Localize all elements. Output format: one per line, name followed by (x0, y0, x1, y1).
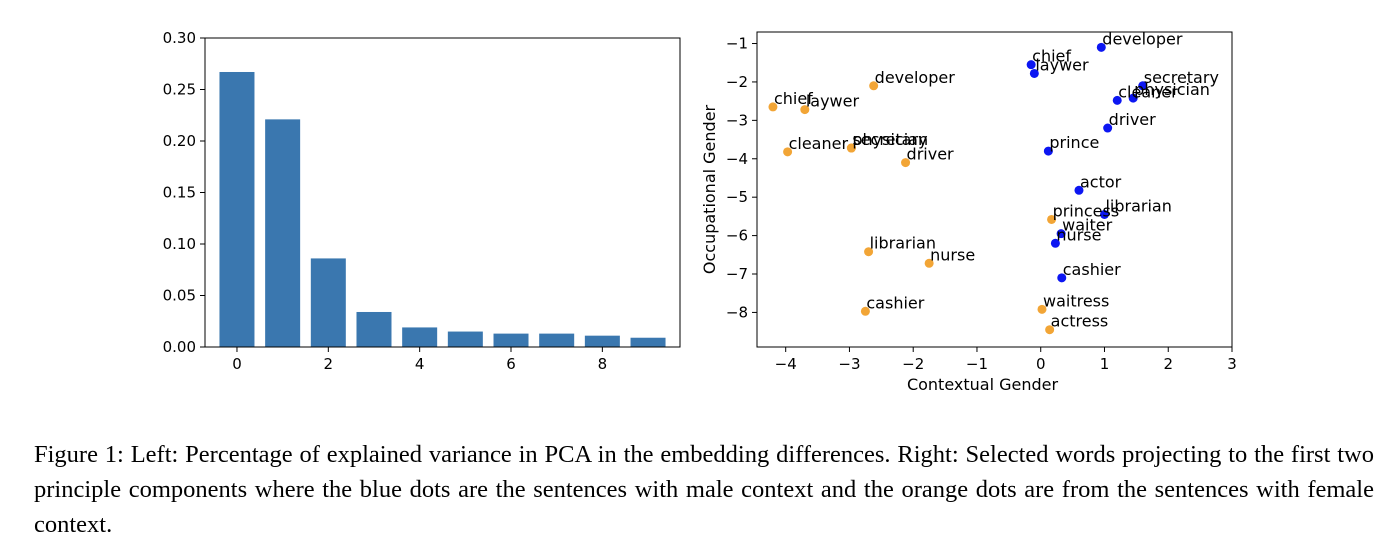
data-point (783, 147, 793, 157)
x-tick-label: 3 (1227, 355, 1237, 373)
y-tick-label: −3 (726, 111, 748, 129)
point-label: laywer (1035, 55, 1089, 74)
point-label: laywer (806, 92, 860, 111)
plot-frame (756, 31, 1233, 348)
x-tick-label: 2 (1163, 355, 1173, 373)
x-tick-label: 6 (506, 355, 516, 373)
data-point (901, 158, 911, 168)
point-label: driver (907, 145, 954, 164)
y-tick-label: −6 (726, 227, 748, 245)
point-label: prince (1049, 133, 1099, 152)
data-point (1026, 60, 1036, 70)
data-point (1112, 95, 1122, 105)
data-point (1128, 93, 1138, 103)
data-point (1138, 81, 1148, 91)
data-point (860, 306, 870, 316)
data-point (1057, 273, 1067, 283)
data-point (1096, 42, 1106, 52)
bar (493, 333, 529, 347)
point-label: chief (774, 89, 813, 108)
x-tick-label: −2 (902, 355, 924, 373)
bar (219, 71, 255, 348)
point-label: princess (1053, 201, 1120, 220)
figure-caption: Figure 1: Left: Percentage of explained … (34, 441, 1374, 538)
x-tick-label: 0 (1036, 355, 1046, 373)
x-tick-label: 2 (324, 355, 334, 373)
point-label: cleaner (1118, 82, 1178, 101)
point-label: librarian (1105, 196, 1171, 215)
data-point (924, 258, 934, 268)
data-point (846, 143, 856, 153)
figure: 0 2 4 6 8 0.00 0.05 0.10 0.15 0.20 0.25 0.30 develo… (163, 29, 1237, 394)
point-label: cleaner (789, 134, 849, 153)
y-tick-label: 0.25 (163, 81, 196, 99)
point-label: developer (875, 68, 956, 87)
point-label: secretary (1144, 68, 1219, 87)
y-tick-label: 0.05 (163, 287, 196, 305)
y-tick-label: 0.15 (163, 184, 196, 202)
data-point (800, 105, 810, 115)
bar (447, 331, 483, 347)
bar (356, 311, 392, 347)
data-point (768, 102, 778, 112)
data-point (864, 247, 874, 257)
x-tick-label: −3 (838, 355, 860, 373)
point-label: nurse (1056, 225, 1101, 244)
data-point (1099, 209, 1109, 219)
x-tick-label: 4 (415, 355, 425, 373)
point-label: actress (1051, 312, 1109, 331)
y-axis-label: Occupational Gender (700, 104, 719, 274)
bar (265, 119, 301, 348)
point-label: physician (1134, 80, 1210, 99)
y-tick-label: 0.10 (163, 235, 196, 253)
plot-frame (204, 37, 681, 348)
x-tick-label: 8 (598, 355, 608, 373)
bar (584, 335, 620, 347)
y-tick-label: 0.00 (163, 338, 196, 356)
point-label: driver (1109, 110, 1156, 129)
point-label: secretary (852, 130, 927, 149)
bar (539, 333, 575, 347)
y-tick-label: −2 (726, 73, 748, 91)
data-point (1050, 238, 1060, 248)
bar (310, 258, 346, 347)
y-tick-label: −7 (726, 265, 748, 283)
y-tick-label: 0.20 (163, 132, 196, 150)
point-label: cashier (1063, 260, 1121, 279)
point-label: chief (1032, 47, 1071, 66)
x-tick-label: 1 (1100, 355, 1110, 373)
data-point (1037, 304, 1047, 314)
data-point (869, 81, 879, 91)
point-label: waiter (1062, 216, 1112, 235)
point-label: actor (1080, 172, 1122, 191)
bar-chart: 0 2 4 6 8 0.00 0.05 0.10 0.15 0.20 0.25 0.30 (163, 29, 681, 373)
data-point (1103, 123, 1113, 133)
point-label: developer (1102, 29, 1183, 48)
point-label: librarian (870, 234, 936, 253)
data-point (1074, 185, 1084, 195)
x-tick-label: −4 (775, 355, 797, 373)
data-point (1045, 325, 1055, 335)
x-tick-label: 0 (232, 355, 242, 373)
data-point (1029, 68, 1039, 78)
y-tick-label: −8 (726, 303, 748, 321)
y-tick-label: 0.30 (163, 29, 196, 47)
y-tick-label: −5 (726, 188, 748, 206)
point-label: cashier (866, 293, 924, 312)
scatter-chart: developerchieflaywersecretaryphysiciancl… (700, 29, 1237, 394)
x-tick-label: −1 (966, 355, 988, 373)
y-tick-label: −4 (726, 150, 748, 168)
bar (630, 337, 666, 347)
data-point (1056, 229, 1066, 239)
data-point (1043, 146, 1053, 156)
point-label: waitress (1043, 291, 1109, 310)
bar (402, 327, 438, 347)
data-point (1047, 214, 1057, 224)
point-label: nurse (930, 245, 975, 264)
y-tick-label: −1 (726, 35, 748, 53)
x-axis-label: Contextual Gender (907, 375, 1059, 394)
point-label: physician (852, 130, 928, 149)
